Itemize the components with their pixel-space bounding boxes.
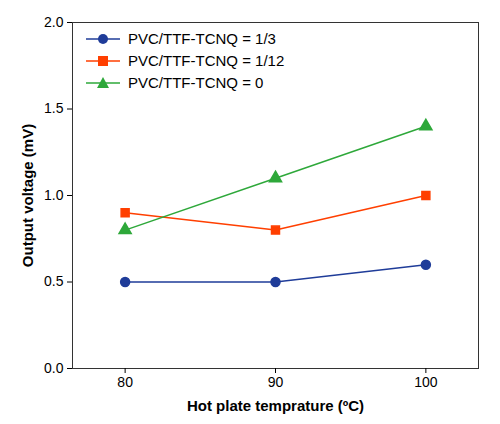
svg-text:80: 80	[117, 374, 133, 390]
html-text:PVC/TTF-TCNQ = 0: PVC/TTF-TCNQ = 0	[128, 74, 264, 91]
svg-text:2.0: 2.0	[44, 14, 64, 30]
svg-text:1.5: 1.5	[44, 100, 64, 116]
svg-text:Output voltage (mV): Output voltage (mV)	[19, 124, 36, 267]
svg-text:90: 90	[268, 374, 284, 390]
svg-text:0.0: 0.0	[44, 360, 64, 376]
html-text:PVC/TTF-TCNQ = 1/12: PVC/TTF-TCNQ = 1/12	[128, 52, 285, 69]
svg-text:Hot plate temprature (ºC): Hot plate temprature (ºC)	[187, 397, 364, 414]
svg-text:0.5: 0.5	[44, 273, 64, 289]
svg-text:1.0: 1.0	[44, 187, 64, 203]
svg-text:100: 100	[414, 374, 438, 390]
html-text:PVC/TTF-TCNQ = 1/3: PVC/TTF-TCNQ = 1/3	[128, 30, 276, 47]
